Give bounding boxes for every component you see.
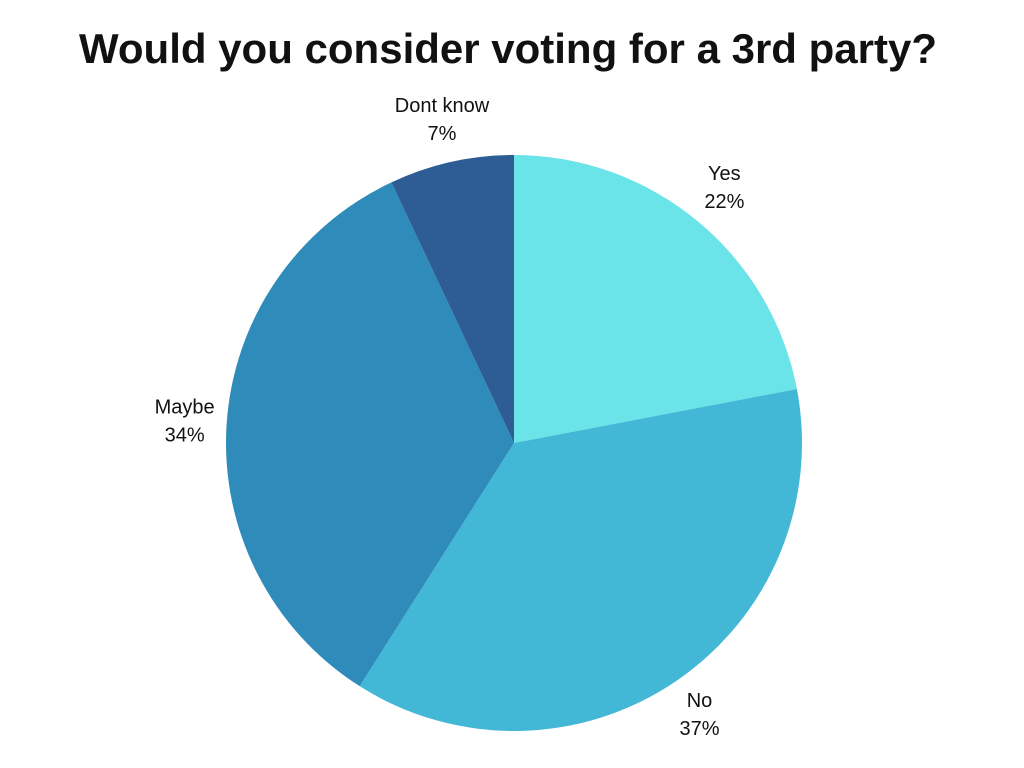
pie-slice xyxy=(514,155,797,443)
pie-slice xyxy=(391,155,514,443)
slice-label: No xyxy=(687,690,713,712)
slice-label: Yes xyxy=(708,163,741,185)
pie-slice xyxy=(225,182,515,687)
slice-value-label: 7% xyxy=(428,123,457,145)
slice-label: Maybe xyxy=(155,397,215,419)
pie-slice xyxy=(359,389,802,731)
slice-value-label: 37% xyxy=(679,718,719,740)
slice-value-label: 34% xyxy=(165,425,205,447)
chart-title: Would you consider voting for a 3rd part… xyxy=(79,25,937,72)
slice-value-label: 22% xyxy=(704,191,744,213)
slice-label: Dont know xyxy=(395,95,490,117)
